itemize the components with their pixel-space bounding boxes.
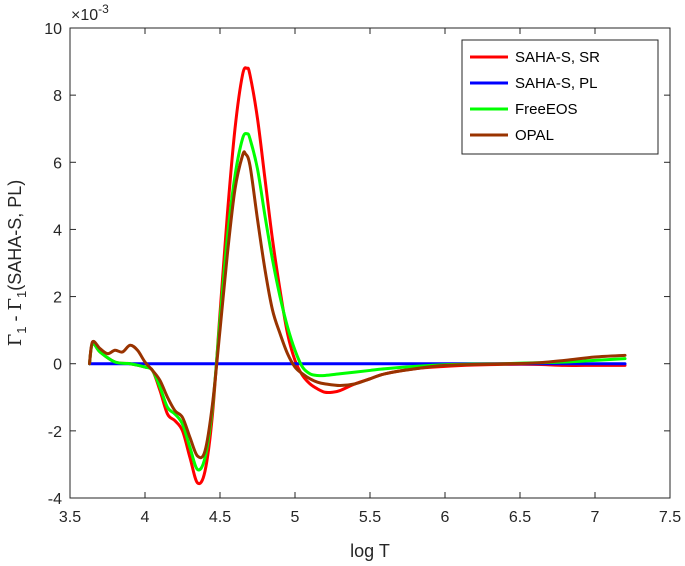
x-tick-label: 4.5 <box>209 509 231 526</box>
y-tick-label: 4 <box>53 222 62 239</box>
x-axis-label: log T <box>350 541 390 561</box>
y-axis-label-gamma2: Γ <box>5 298 26 311</box>
x-tick-label: 5.5 <box>359 509 381 526</box>
legend-label-opal: OPAL <box>515 127 554 144</box>
y-tick-label: 8 <box>53 88 62 105</box>
axis-ticks: 3.5 4 4.5 5 5.5 6 6.5 7 7.5 -4 -2 0 2 4 6 8 10 <box>44 21 681 526</box>
series-line-freeeos <box>88 132 627 472</box>
x-tick-label: 4 <box>141 509 150 526</box>
plot-area <box>88 66 627 486</box>
legend-label-saha-s-sr: SAHA-S, SR <box>515 49 600 66</box>
y-axis-multiplier-base: ×10 <box>71 7 98 24</box>
y-tick-label: 2 <box>53 290 62 307</box>
y-tick-label: -4 <box>48 491 62 508</box>
y-tick-label: 0 <box>53 357 62 374</box>
y-axis-label-rest: (SAHA-S, PL) <box>5 180 25 291</box>
x-tick-label: 3.5 <box>59 509 81 526</box>
x-tick-label: 6 <box>441 509 450 526</box>
legend-label-freeeos: FreeEOS <box>515 101 578 118</box>
y-axis-multiplier: ×10-3 <box>71 2 109 24</box>
x-tick-label: 7 <box>591 509 600 526</box>
y-axis-label-sub1: 1 <box>14 327 29 334</box>
y-tick-label: 10 <box>44 21 62 38</box>
y-tick-label: 6 <box>53 155 62 172</box>
y-axis-multiplier-exponent: -3 <box>98 2 109 16</box>
y-axis-label-minus: - <box>5 311 25 327</box>
x-tick-label: 6.5 <box>509 509 531 526</box>
y-axis-label-gamma: Γ <box>5 334 26 347</box>
y-axis-label: Γ1 - Γ1(SAHA-S, PL) <box>5 180 29 347</box>
x-tick-label: 5 <box>291 509 300 526</box>
x-tick-label: 7.5 <box>659 509 681 526</box>
y-tick-label: -2 <box>48 424 62 441</box>
series-line-opal <box>88 150 627 460</box>
legend-label-saha-s-pl: SAHA-S, PL <box>515 75 598 92</box>
legend: SAHA-S, SR SAHA-S, PL FreeEOS OPAL <box>461 39 659 155</box>
y-axis-label-sub2: 1 <box>14 291 29 298</box>
